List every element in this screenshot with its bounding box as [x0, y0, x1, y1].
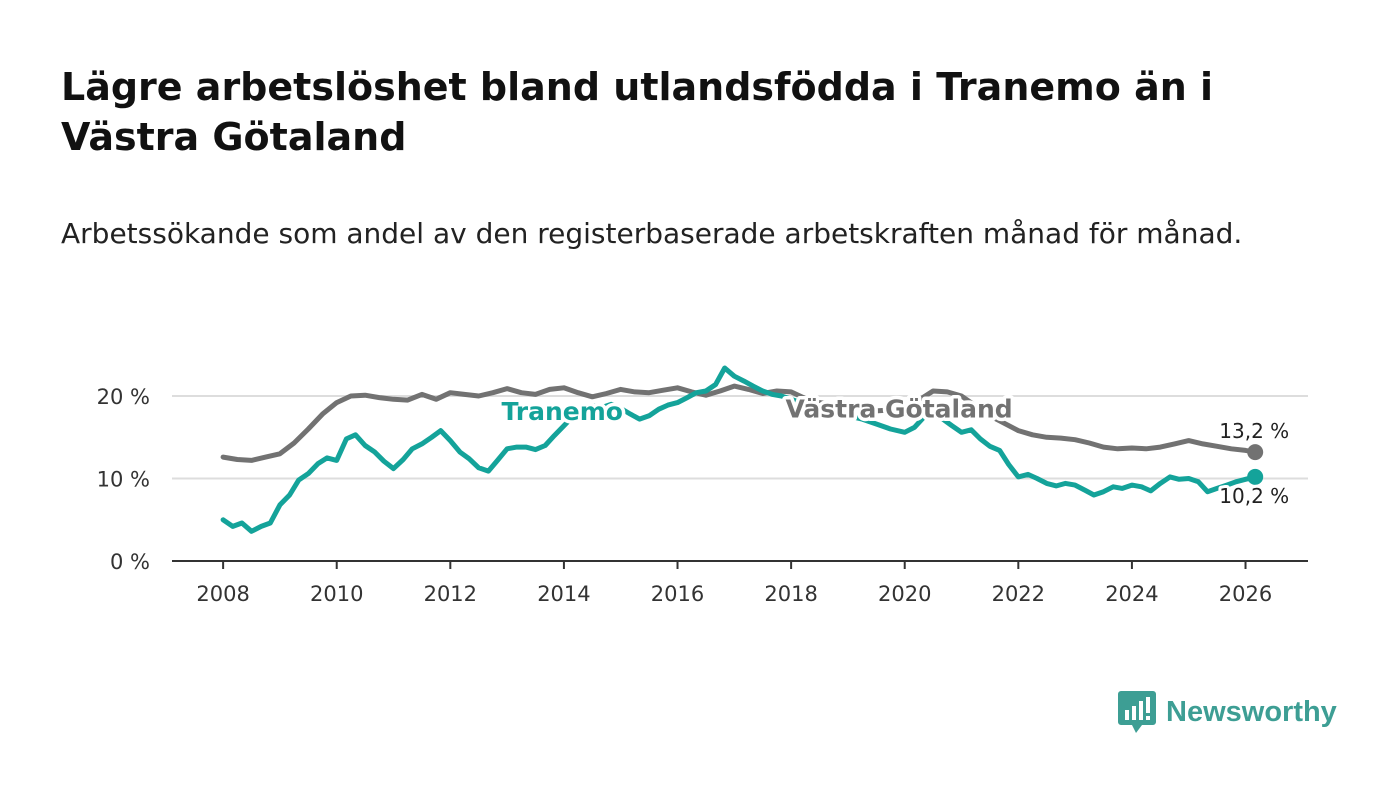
series-labels: Tranemo Västra Götaland 13,2 % 10,2 %: [498, 391, 1292, 511]
x-tick-label: 2016: [651, 582, 704, 606]
end-label-vastra-gotaland: 13,2 %: [1219, 419, 1289, 443]
x-tick-label: 2008: [196, 582, 249, 606]
series-label-tranemo: Tranemo: [501, 397, 622, 426]
x-tick-label: 2022: [992, 582, 1045, 606]
x-tick-label: 2018: [764, 582, 817, 606]
x-axis: 2008 2010 2012 2014 2016 2018 2020 2022 2024 2026: [172, 560, 1308, 606]
grid-lines: 0 % 10 % 20 %: [97, 385, 1308, 574]
x-tick-label: 2026: [1219, 582, 1272, 606]
end-point-tranemo: [1247, 468, 1264, 485]
x-tick-label: 2020: [878, 582, 931, 606]
y-tick-label: 20 %: [97, 385, 150, 409]
x-tick-label: 2024: [1105, 582, 1158, 606]
x-tick-label: 2012: [424, 582, 477, 606]
newsworthy-logo: Newsworthy: [1118, 689, 1337, 735]
series-line-tranemo: [220, 365, 1258, 534]
end-label-tranemo: 10,2 %: [1219, 484, 1289, 508]
chart-title: Lägre arbetslöshet bland utlandsfödda i …: [61, 65, 1214, 159]
series-label-vastra-gotaland: Västra Götaland: [785, 394, 1012, 423]
x-tick-label: 2014: [537, 582, 590, 606]
y-tick-label: 0 %: [110, 550, 150, 574]
series-lines: [220, 365, 1264, 534]
series-line-vastra-gotaland: [220, 383, 1258, 463]
chart-subtitle: Arbetssökande som andel av den registerb…: [61, 217, 1243, 250]
x-tick-label: 2010: [310, 582, 363, 606]
brand-name: Newsworthy: [1166, 695, 1337, 728]
newsworthy-logo-icon: [1118, 691, 1156, 733]
end-point-vastra-gotaland: [1247, 444, 1264, 461]
y-tick-label: 10 %: [97, 468, 150, 492]
